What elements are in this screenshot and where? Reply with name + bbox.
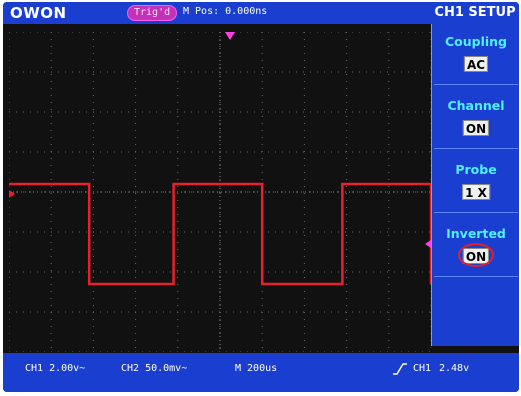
highlight-ring bbox=[458, 243, 494, 267]
trigger-level-readout: 2.48v bbox=[439, 363, 470, 374]
ch2-scale-readout: CH2 50.0mv~ bbox=[121, 363, 188, 374]
ch1-scale-readout: CH1 2.00v~ bbox=[25, 363, 86, 374]
trigger-source-readout: CH1 bbox=[413, 363, 432, 374]
ch1-trace bbox=[9, 182, 431, 286]
graticule bbox=[9, 32, 431, 352]
oscilloscope-display: OWON Trig'd M Pos: 0.000ns CH1 SETUP Cou… bbox=[3, 2, 519, 392]
coupling-menu-item[interactable]: Coupling AC bbox=[434, 24, 518, 85]
channel-menu-item[interactable]: Channel ON bbox=[434, 88, 518, 149]
channel-value: ON bbox=[462, 120, 490, 136]
coupling-label: Coupling bbox=[444, 34, 508, 49]
trigger-position-marker-icon bbox=[225, 32, 235, 40]
menu-title: CH1 SETUP bbox=[431, 2, 519, 24]
ch1-setup-menu: Coupling AC Channel ON Probe 1 X Inverte… bbox=[431, 24, 519, 346]
coupling-value: AC bbox=[463, 56, 489, 72]
brand-logo: OWON bbox=[10, 4, 67, 22]
probe-label: Probe bbox=[455, 162, 497, 177]
timebase-readout: M 200us bbox=[235, 363, 278, 374]
channel-label: Channel bbox=[447, 98, 505, 113]
trigger-level-marker-icon bbox=[425, 240, 431, 248]
trigger-status-badge: Trig'd bbox=[127, 5, 178, 21]
trigger-edge-icon bbox=[393, 363, 407, 378]
horizontal-position-readout: M Pos: 0.000ns bbox=[183, 6, 268, 17]
ch1-level-marker-icon bbox=[9, 190, 15, 198]
inverted-label: Inverted bbox=[446, 226, 506, 241]
bottom-status-bar: CH1 2.00v~ CH2 50.0mv~ M 200us CH1 2.48v bbox=[3, 353, 519, 392]
waveform-screen bbox=[9, 32, 431, 352]
inverted-menu-item[interactable]: Inverted ON bbox=[434, 216, 518, 277]
probe-menu-item[interactable]: Probe 1 X bbox=[434, 152, 518, 213]
top-status-bar: OWON Trig'd M Pos: 0.000ns bbox=[3, 2, 431, 24]
probe-value: 1 X bbox=[462, 184, 490, 200]
